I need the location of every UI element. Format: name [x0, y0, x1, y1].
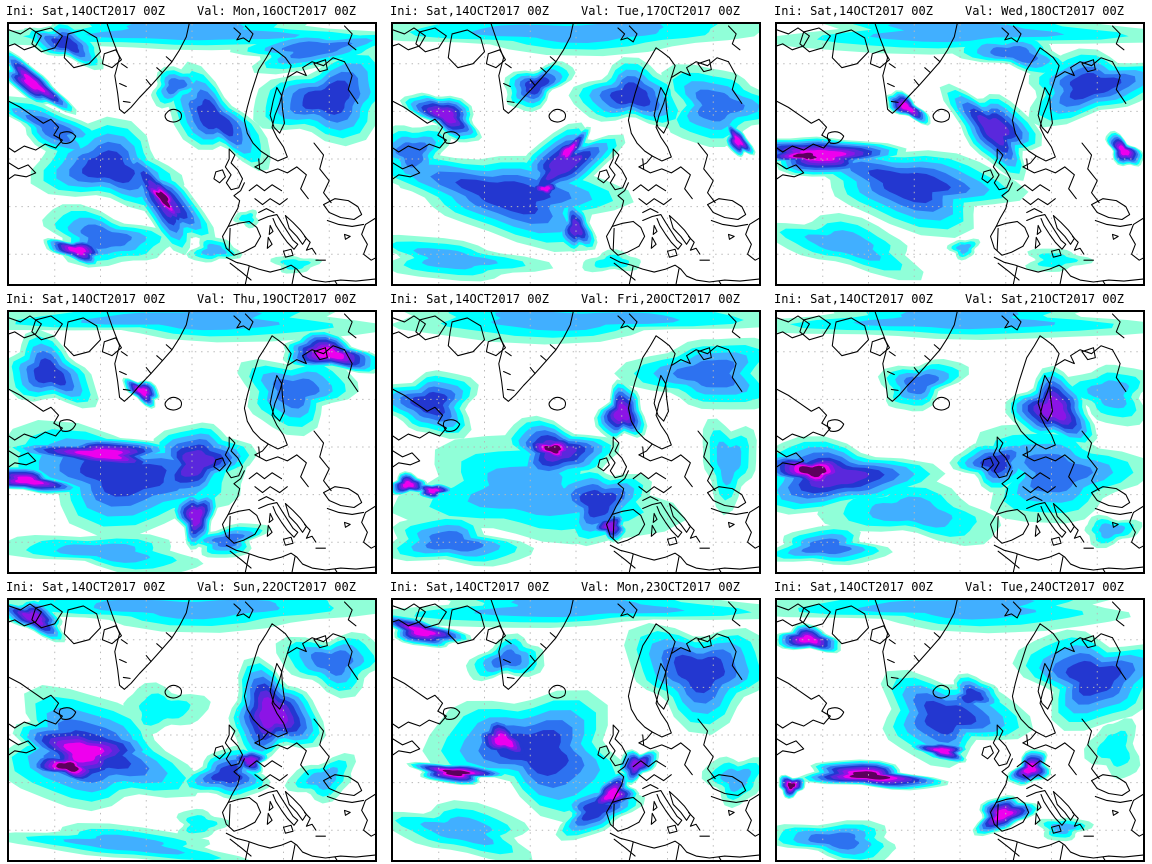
- map-frame: [391, 22, 761, 286]
- init-time-label: Ini: Sat,14OCT2017 00Z: [390, 292, 549, 306]
- forecast-panel-5: Ini: Sat,14OCT2017 00Z Val: Fri,20OCT201…: [384, 288, 768, 576]
- panel-header: Ini: Sat,14OCT2017 00Z Val: Tue,17OCT201…: [384, 0, 768, 22]
- map-frame: [7, 598, 377, 862]
- map-frame: [391, 310, 761, 574]
- valid-time-label: Val: Tue,17OCT2017 00Z: [581, 4, 740, 18]
- precipitation-map: [9, 312, 375, 572]
- init-time-label: Ini: Sat,14OCT2017 00Z: [774, 580, 933, 594]
- panel-header: Ini: Sat,14OCT2017 00Z Val: Thu,19OCT201…: [0, 288, 384, 310]
- init-time-label: Ini: Sat,14OCT2017 00Z: [390, 4, 549, 18]
- forecast-panel-2: Ini: Sat,14OCT2017 00Z Val: Tue,17OCT201…: [384, 0, 768, 288]
- precipitation-map: [777, 24, 1143, 284]
- valid-time-label: Val: Sat,21OCT2017 00Z: [965, 292, 1124, 306]
- precipitation-map: [9, 24, 375, 284]
- init-time-label: Ini: Sat,14OCT2017 00Z: [6, 292, 165, 306]
- valid-time-label: Val: Thu,19OCT2017 00Z: [197, 292, 356, 306]
- panel-header: Ini: Sat,14OCT2017 00Z Val: Tue,24OCT201…: [768, 576, 1152, 598]
- valid-time-label: Val: Mon,16OCT2017 00Z: [197, 4, 356, 18]
- map-frame: [7, 22, 377, 286]
- panel-header: Ini: Sat,14OCT2017 00Z Val: Mon,16OCT201…: [0, 0, 384, 22]
- init-time-label: Ini: Sat,14OCT2017 00Z: [774, 292, 933, 306]
- forecast-panel-9: Ini: Sat,14OCT2017 00Z Val: Tue,24OCT201…: [768, 576, 1152, 864]
- init-time-label: Ini: Sat,14OCT2017 00Z: [390, 580, 549, 594]
- forecast-panel-7: Ini: Sat,14OCT2017 00Z Val: Sun,22OCT201…: [0, 576, 384, 864]
- map-frame: [775, 22, 1145, 286]
- panel-header: Ini: Sat,14OCT2017 00Z Val: Fri,20OCT201…: [384, 288, 768, 310]
- panel-header: Ini: Sat,14OCT2017 00Z Val: Sat,21OCT201…: [768, 288, 1152, 310]
- forecast-panel-6: Ini: Sat,14OCT2017 00Z Val: Sat,21OCT201…: [768, 288, 1152, 576]
- precipitation-map: [777, 600, 1143, 860]
- precipitation-map: [393, 24, 759, 284]
- map-frame: [391, 598, 761, 862]
- valid-time-label: Val: Fri,20OCT2017 00Z: [581, 292, 740, 306]
- precipitation-map: [393, 312, 759, 572]
- precipitation-map: [393, 600, 759, 860]
- map-frame: [7, 310, 377, 574]
- valid-time-label: Val: Wed,18OCT2017 00Z: [965, 4, 1124, 18]
- forecast-panel-8: Ini: Sat,14OCT2017 00Z Val: Mon,23OCT201…: [384, 576, 768, 864]
- init-time-label: Ini: Sat,14OCT2017 00Z: [6, 580, 165, 594]
- valid-time-label: Val: Tue,24OCT2017 00Z: [965, 580, 1124, 594]
- forecast-panel-3: Ini: Sat,14OCT2017 00Z Val: Wed,18OCT201…: [768, 0, 1152, 288]
- precipitation-map: [9, 600, 375, 860]
- panel-header: Ini: Sat,14OCT2017 00Z Val: Mon,23OCT201…: [384, 576, 768, 598]
- panel-header: Ini: Sat,14OCT2017 00Z Val: Sun,22OCT201…: [0, 576, 384, 598]
- init-time-label: Ini: Sat,14OCT2017 00Z: [6, 4, 165, 18]
- panel-header: Ini: Sat,14OCT2017 00Z Val: Wed,18OCT201…: [768, 0, 1152, 22]
- forecast-panel-4: Ini: Sat,14OCT2017 00Z Val: Thu,19OCT201…: [0, 288, 384, 576]
- init-time-label: Ini: Sat,14OCT2017 00Z: [774, 4, 933, 18]
- map-frame: [775, 598, 1145, 862]
- map-frame: [775, 310, 1145, 574]
- valid-time-label: Val: Mon,23OCT2017 00Z: [581, 580, 740, 594]
- valid-time-label: Val: Sun,22OCT2017 00Z: [197, 580, 356, 594]
- precipitation-map: [777, 312, 1143, 572]
- forecast-panel-1: Ini: Sat,14OCT2017 00Z Val: Mon,16OCT201…: [0, 0, 384, 288]
